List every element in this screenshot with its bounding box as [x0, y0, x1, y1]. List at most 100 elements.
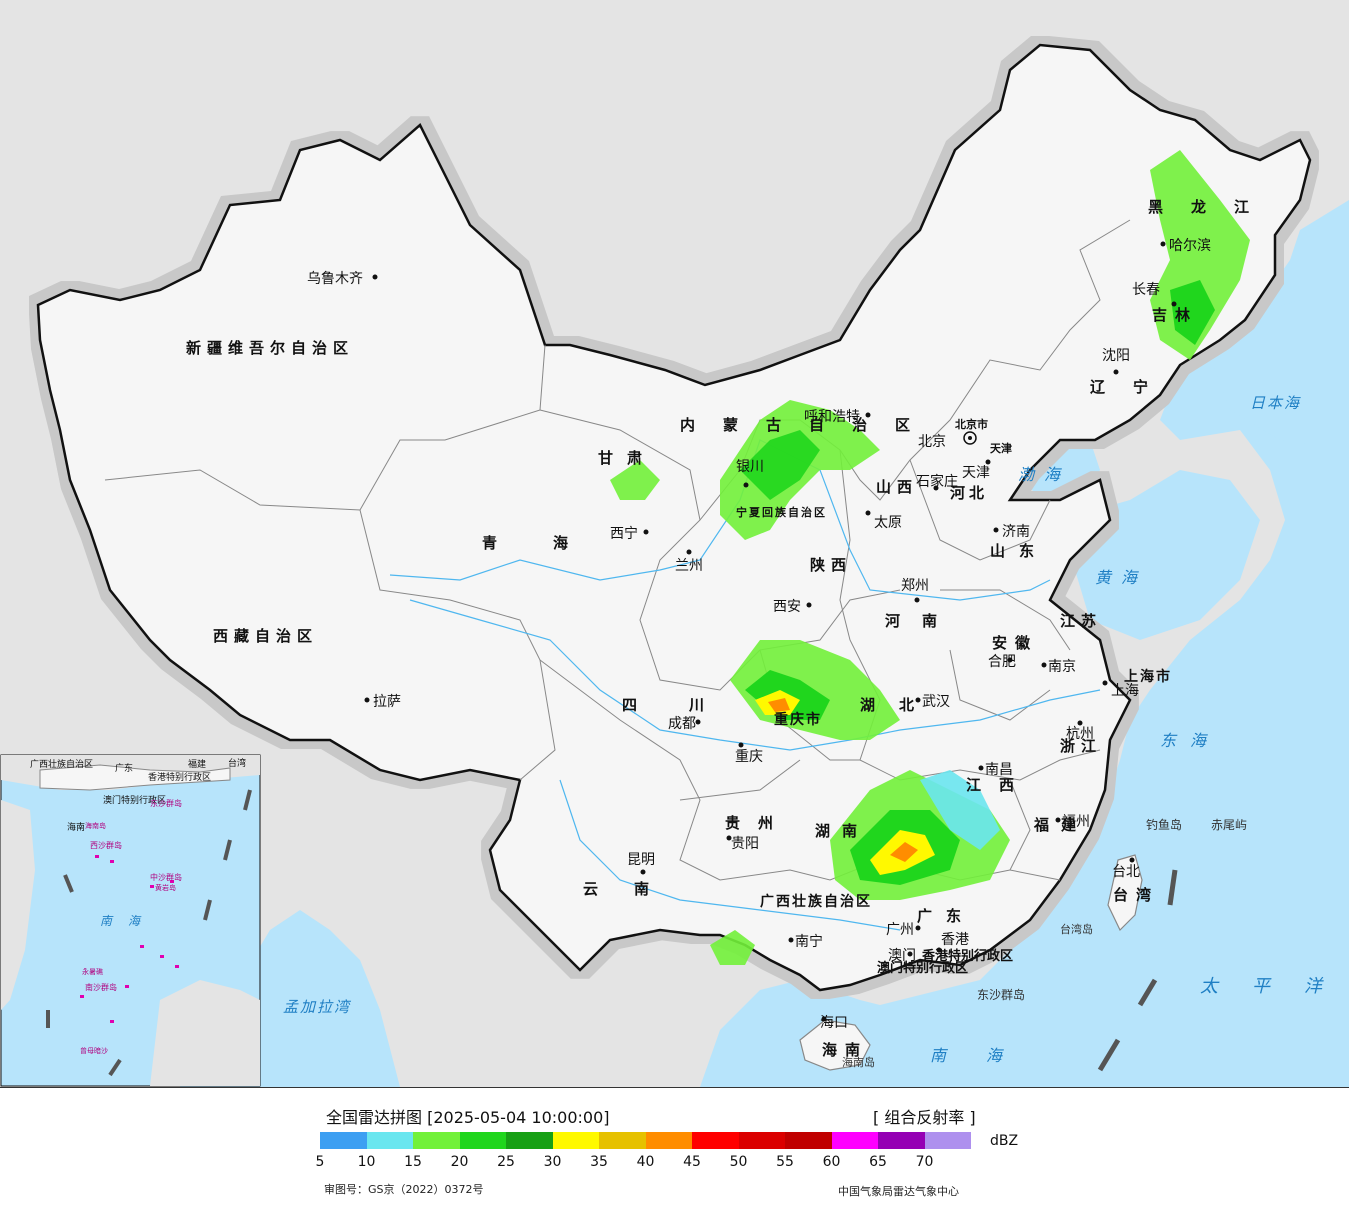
region-label-8: 辽宁 — [1090, 378, 1176, 396]
city-label-taiyuan: 太原 — [874, 515, 902, 531]
region-label-5: 宁夏回族自治区 — [736, 505, 827, 519]
city-label-macau: 澳门 — [888, 948, 916, 964]
sea-area — [800, 200, 1349, 1087]
city-label-hohhot: 呼和浩特 — [804, 409, 860, 425]
inset-label-14: 黄岩岛 — [155, 883, 176, 892]
legend-color-12 — [878, 1132, 925, 1149]
legend-tick-40: 40 — [636, 1154, 655, 1170]
legend-colorbar — [320, 1132, 971, 1149]
region-label-23: 广东 — [917, 907, 975, 925]
legend-color-11 — [831, 1132, 878, 1149]
city-dot-shenyang — [1113, 369, 1119, 375]
city-label-wuhan: 武汉 — [922, 694, 950, 710]
city-label-tianjin: 天津 — [962, 465, 990, 481]
legend-tick-55: 55 — [776, 1154, 794, 1170]
city-label-shanghai: 上海 — [1111, 683, 1139, 699]
legend-color-7 — [645, 1132, 692, 1149]
city-dot-hongkong — [936, 947, 942, 953]
city-label-shijiazhuang: 石家庄 — [916, 473, 958, 490]
sea-label-0: 渤海 — [1018, 465, 1070, 484]
city-dot-chengdu — [695, 719, 701, 725]
legend-color-9 — [738, 1132, 785, 1149]
region-label-12: 河南 — [885, 612, 959, 630]
region-label-25: 贵州 — [725, 814, 791, 832]
region-label-17: 浙江 — [1060, 737, 1102, 755]
city-label-shenyang: 沈阳 — [1102, 348, 1130, 364]
sea-label-6: 孟加拉湾 — [283, 998, 352, 1016]
city-label-nanning: 南宁 — [795, 933, 823, 950]
legend-color-6 — [599, 1132, 646, 1149]
city-dot-chongqing — [738, 742, 744, 748]
inset-label-7: 南海 — [100, 914, 156, 928]
city-dot-urumqi — [372, 274, 378, 280]
region-label-32: 香港特别行政区 — [921, 948, 1013, 964]
region-label-22: 台湾 — [1113, 886, 1159, 904]
city-dot-hohhot — [865, 412, 871, 418]
city-label-chengdu: 成都 — [668, 716, 696, 732]
legend-unit: dBZ — [990, 1133, 1019, 1149]
region-label-6: 黑龙江 — [1148, 198, 1277, 216]
inset-label-1: 广东 — [115, 762, 133, 774]
legend-title: 全国雷达拼图 [2025-05-04 10:00:00] — [326, 1108, 610, 1127]
city-label-beijing: 北京 — [918, 434, 946, 450]
legend-color-3 — [459, 1132, 506, 1149]
legend-tick-25: 25 — [497, 1154, 515, 1170]
organization-name: 中国气象局雷达气象中心 — [838, 1185, 959, 1198]
south-china-sea-inset — [0, 754, 261, 1087]
city-label-yinchuan: 银川 — [736, 459, 764, 475]
legend-color-10 — [785, 1132, 832, 1149]
city-dot-hangzhou — [1077, 720, 1083, 726]
city-dot-shanghai — [1102, 680, 1108, 686]
city-dot-nanchang — [978, 765, 984, 771]
city-dot-guiyang — [726, 835, 732, 841]
city-dot-xining — [643, 529, 649, 535]
legend-color-13 — [924, 1132, 971, 1149]
legend-tick-65: 65 — [869, 1154, 887, 1170]
sea-japan — [1200, 300, 1349, 450]
legend-product: [ 组合反射率 ] — [873, 1108, 976, 1127]
city-dot-fuzhou — [1055, 817, 1061, 823]
island-label-1: 赤尾屿 — [1211, 818, 1247, 832]
inset-label-9: 西沙群岛 — [90, 840, 122, 850]
legend-tick-20: 20 — [450, 1154, 469, 1170]
region-label-29: 海南 — [822, 1041, 868, 1059]
city-dot-macau — [907, 951, 913, 957]
inset-label-8: 中沙群岛 — [150, 872, 182, 882]
city-dot-kunming — [640, 869, 646, 875]
city-label-guiyang: 贵阳 — [731, 836, 759, 852]
legend-tick-60: 60 — [822, 1154, 841, 1170]
city-dot-taipei — [1129, 857, 1135, 863]
city-label-changchun: 长春 — [1132, 282, 1160, 298]
legend-panel: 全国雷达拼图 [2025-05-04 10:00:00] [ 组合反射率 ] d… — [0, 1087, 1349, 1209]
city-dot-nanning — [788, 937, 794, 943]
city-dot-tianjin — [985, 459, 991, 465]
legend-tick-15: 15 — [404, 1154, 422, 1170]
region-label-16: 上海市 — [1124, 668, 1172, 685]
city-dot-changchun — [1171, 301, 1177, 307]
region-label-20: 江西 — [966, 776, 1032, 794]
island-label-2: 东沙群岛 — [977, 987, 1025, 1002]
city-label-fuzhou: 福州 — [1062, 814, 1090, 830]
city-dot-haikou — [821, 1016, 827, 1022]
inset-label-5: 香港特别行政区 — [148, 771, 211, 783]
legend-tick-35: 35 — [590, 1154, 608, 1170]
sea-label-5: 太平洋 — [1200, 976, 1349, 997]
sea-label-2: 东海 — [1160, 731, 1220, 750]
region-label-33: 澳门特别行政区 — [877, 960, 968, 976]
legend-color-0 — [320, 1132, 367, 1149]
city-dot-shijiazhuang — [933, 485, 939, 491]
legend-color-8 — [692, 1132, 739, 1149]
city-label-guangzhou: 广州 — [886, 922, 914, 938]
sea-label-3: 南海 — [930, 1046, 1042, 1065]
inset-label-3: 台湾 — [228, 757, 246, 769]
city-dot-hefei — [1007, 657, 1013, 663]
city-dot-taiyuan — [865, 510, 871, 516]
city-label-lhasa: 拉萨 — [373, 694, 401, 710]
sea-yellow — [1060, 470, 1260, 640]
inset-label-13: 曾母暗沙 — [80, 1046, 108, 1055]
legend-tick-50: 50 — [729, 1154, 748, 1170]
inset-label-11: 东沙群岛 — [150, 798, 182, 808]
